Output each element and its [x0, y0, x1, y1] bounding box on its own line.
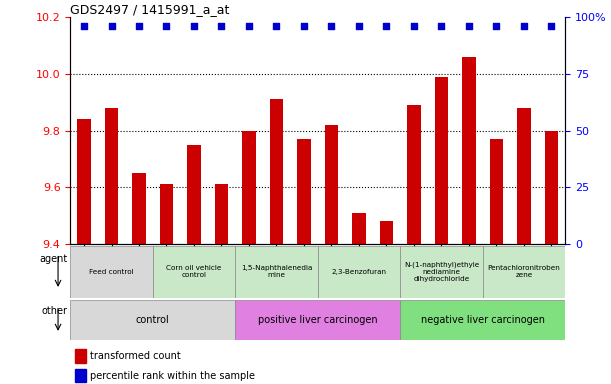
Text: 2,3-Benzofuran: 2,3-Benzofuran: [331, 269, 387, 275]
Bar: [70, 246, 153, 298]
Point: [161, 23, 171, 29]
Text: percentile rank within the sample: percentile rank within the sample: [90, 371, 255, 381]
Point: [189, 23, 199, 29]
Bar: [75, 349, 86, 363]
Point: [464, 23, 474, 29]
Bar: [297, 139, 311, 244]
Text: agent: agent: [39, 253, 67, 263]
Bar: [462, 57, 476, 244]
Text: other: other: [41, 306, 67, 316]
Point: [217, 23, 227, 29]
Point: [107, 23, 117, 29]
Text: positive liver carcinogen: positive liver carcinogen: [258, 314, 378, 325]
Point: [244, 23, 254, 29]
Point: [409, 23, 419, 29]
Bar: [434, 77, 448, 244]
Bar: [324, 125, 338, 244]
Point: [134, 23, 144, 29]
Point: [299, 23, 309, 29]
Bar: [214, 184, 229, 244]
Point: [79, 23, 89, 29]
Text: control: control: [136, 314, 170, 325]
Text: Feed control: Feed control: [89, 269, 134, 275]
Bar: [352, 213, 366, 244]
Bar: [517, 108, 531, 244]
Bar: [483, 246, 565, 298]
Bar: [407, 105, 421, 244]
Bar: [400, 300, 565, 340]
Bar: [187, 145, 201, 244]
Text: transformed count: transformed count: [90, 351, 181, 361]
Bar: [544, 131, 558, 244]
Point: [354, 23, 364, 29]
Bar: [379, 221, 393, 244]
Bar: [318, 246, 400, 298]
Text: 1,5-Naphthalenedia
mine: 1,5-Naphthalenedia mine: [241, 265, 312, 278]
Bar: [132, 173, 146, 244]
Point: [492, 23, 502, 29]
Bar: [242, 131, 256, 244]
Bar: [489, 139, 503, 244]
Point: [327, 23, 337, 29]
Point: [547, 23, 557, 29]
Point: [381, 23, 392, 29]
Bar: [75, 369, 86, 382]
Bar: [70, 300, 235, 340]
Bar: [77, 119, 91, 244]
Text: Pentachloronitroben
zene: Pentachloronitroben zene: [488, 265, 560, 278]
Point: [519, 23, 529, 29]
Text: GDS2497 / 1415991_a_at: GDS2497 / 1415991_a_at: [70, 3, 230, 16]
Bar: [269, 99, 284, 244]
Point: [437, 23, 447, 29]
Bar: [400, 246, 483, 298]
Text: Corn oil vehicle
control: Corn oil vehicle control: [166, 265, 222, 278]
Point: [272, 23, 282, 29]
Bar: [235, 300, 400, 340]
Text: N-(1-naphthyl)ethyle
nediamine
dihydrochloride: N-(1-naphthyl)ethyle nediamine dihydroch…: [404, 262, 479, 282]
Bar: [235, 246, 318, 298]
Bar: [159, 184, 174, 244]
Text: negative liver carcinogen: negative liver carcinogen: [421, 314, 544, 325]
Bar: [104, 108, 119, 244]
Bar: [153, 246, 235, 298]
